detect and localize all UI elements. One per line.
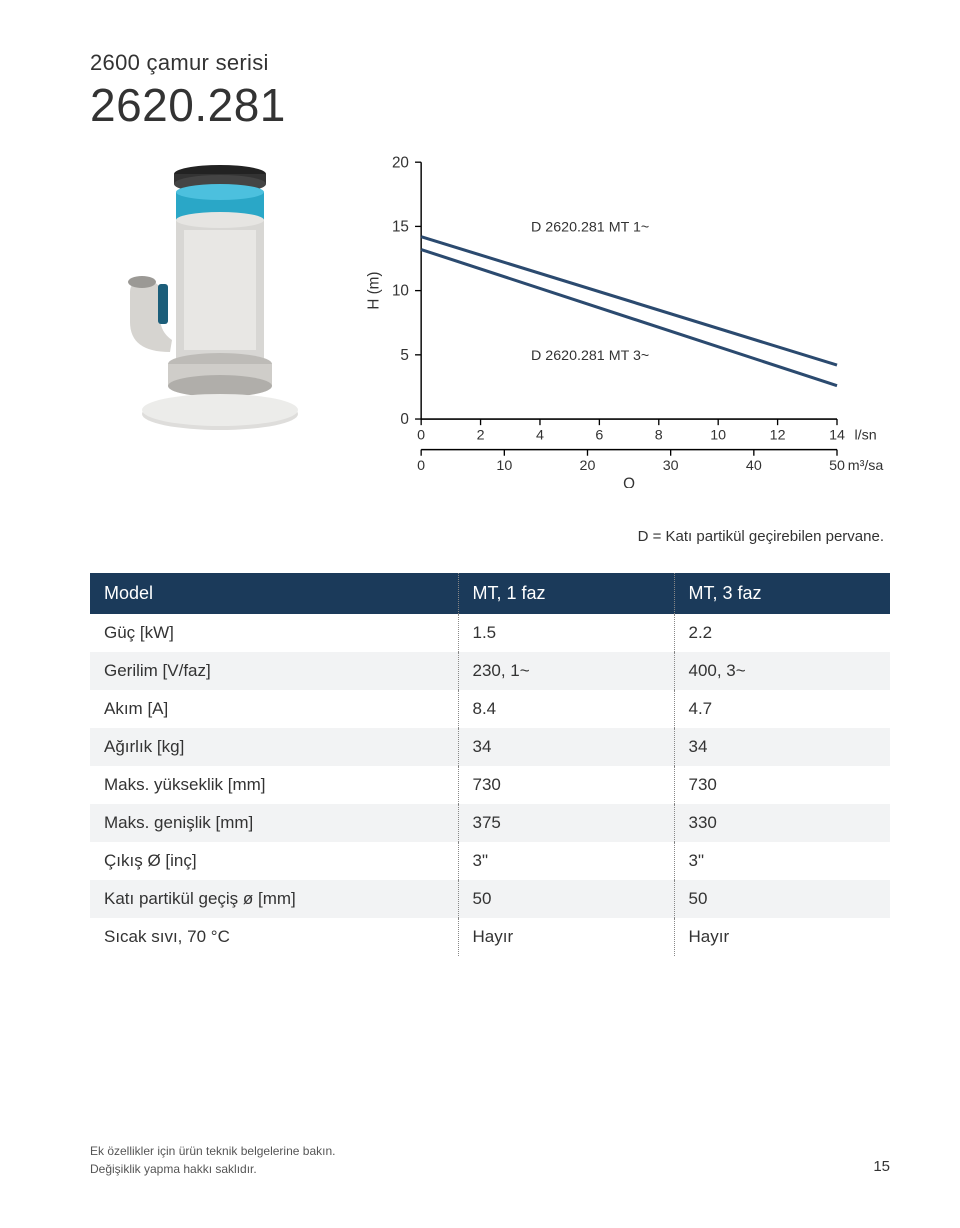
table-row: Akım [A]8.44.7	[90, 690, 890, 728]
table-cell: Katı partikül geçiş ø [mm]	[90, 880, 458, 918]
table-row: Gerilim [V/faz]230, 1~400, 3~	[90, 652, 890, 690]
chart-footnote: D = Katı partikül geçirebilen pervane.	[90, 528, 890, 545]
svg-text:D 2620.281 MT 1~: D 2620.281 MT 1~	[531, 219, 649, 235]
svg-text:10: 10	[496, 458, 512, 474]
svg-text:10: 10	[392, 283, 409, 300]
table-cell: Güç [kW]	[90, 614, 458, 652]
table-cell: 2.2	[674, 614, 890, 652]
table-cell: 330	[674, 804, 890, 842]
page-number: 15	[873, 1156, 890, 1178]
table-cell: Maks. genişlik [mm]	[90, 804, 458, 842]
svg-text:40: 40	[746, 458, 762, 474]
table-cell: Hayır	[458, 918, 674, 956]
svg-text:l/sn: l/sn	[854, 427, 876, 443]
svg-text:30: 30	[663, 458, 679, 474]
svg-text:0: 0	[417, 427, 425, 443]
table-row: Maks. yükseklik [mm]730730	[90, 766, 890, 804]
svg-text:15: 15	[392, 218, 409, 235]
table-row: Maks. genişlik [mm]375330	[90, 804, 890, 842]
svg-text:20: 20	[580, 458, 596, 474]
svg-text:0: 0	[417, 458, 425, 474]
table-cell: 1.5	[458, 614, 674, 652]
footer-notes: Ek özellikler için ürün teknik belgeleri…	[90, 1143, 890, 1178]
table-header: MT, 1 faz	[458, 573, 674, 614]
table-cell: 3"	[458, 842, 674, 880]
table-cell: 375	[458, 804, 674, 842]
product-image	[90, 152, 320, 452]
table-cell: 730	[674, 766, 890, 804]
model-number: 2620.281	[90, 78, 890, 132]
svg-text:8: 8	[655, 427, 663, 443]
svg-text:H (m): H (m)	[365, 272, 382, 310]
svg-text:50: 50	[829, 458, 845, 474]
svg-text:12: 12	[770, 427, 786, 443]
table-cell: Maks. yükseklik [mm]	[90, 766, 458, 804]
table-cell: 3"	[674, 842, 890, 880]
table-cell: 34	[674, 728, 890, 766]
table-row: Sıcak sıvı, 70 °CHayırHayır	[90, 918, 890, 956]
table-cell: 50	[458, 880, 674, 918]
footer-line-1: Ek özellikler için ürün teknik belgeleri…	[90, 1143, 335, 1160]
table-cell: 230, 1~	[458, 652, 674, 690]
svg-text:14: 14	[829, 427, 845, 443]
table-row: Katı partikül geçiş ø [mm]5050	[90, 880, 890, 918]
performance-chart: 0 5 10 15 20 H (m) 0 2 4 6 8 10 12 14 l/sn 0 10 20 30 40 50m…	[360, 152, 890, 488]
series-label: 2600 çamur serisi	[90, 50, 890, 76]
table-row: Çıkış Ø [inç]3"3"	[90, 842, 890, 880]
table-cell: Hayır	[674, 918, 890, 956]
specs-table: ModelMT, 1 fazMT, 3 fazGüç [kW]1.52.2Ger…	[90, 573, 890, 956]
svg-text:Q: Q	[623, 475, 635, 488]
table-cell: Sıcak sıvı, 70 °C	[90, 918, 458, 956]
svg-text:2: 2	[477, 427, 485, 443]
svg-text:0: 0	[400, 411, 409, 428]
table-row: Güç [kW]1.52.2	[90, 614, 890, 652]
svg-text:6: 6	[595, 427, 603, 443]
table-cell: 50	[674, 880, 890, 918]
svg-text:m³/sa: m³/sa	[848, 458, 884, 474]
table-cell: 400, 3~	[674, 652, 890, 690]
table-row: Ağırlık [kg]3434	[90, 728, 890, 766]
svg-text:4: 4	[536, 427, 544, 443]
svg-text:5: 5	[400, 347, 409, 364]
table-cell: Çıkış Ø [inç]	[90, 842, 458, 880]
svg-text:20: 20	[392, 154, 409, 171]
table-cell: 4.7	[674, 690, 890, 728]
table-header: Model	[90, 573, 458, 614]
table-cell: 8.4	[458, 690, 674, 728]
table-header: MT, 3 faz	[674, 573, 890, 614]
table-cell: 34	[458, 728, 674, 766]
table-cell: Gerilim [V/faz]	[90, 652, 458, 690]
svg-text:D 2620.281 MT 3~: D 2620.281 MT 3~	[531, 348, 649, 364]
table-cell: Ağırlık [kg]	[90, 728, 458, 766]
svg-text:10: 10	[710, 427, 726, 443]
table-cell: 730	[458, 766, 674, 804]
table-cell: Akım [A]	[90, 690, 458, 728]
footer-line-2: Değişiklik yapma hakkı saklıdır.	[90, 1161, 335, 1178]
